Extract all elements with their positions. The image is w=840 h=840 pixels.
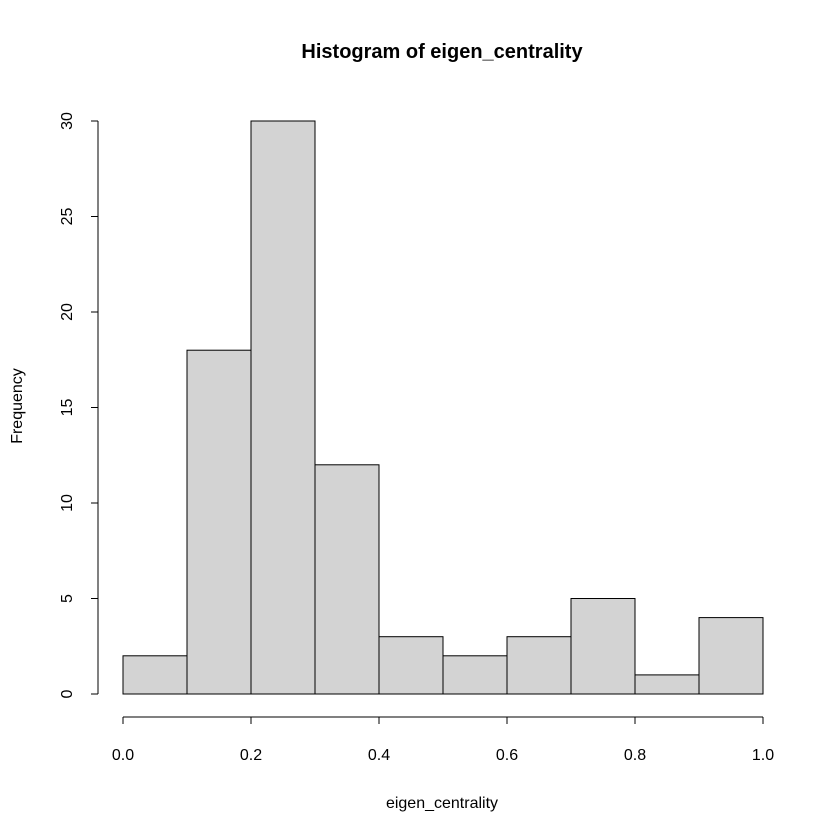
y-tick-label: 30 [59, 112, 76, 130]
x-tick-label: 0.8 [624, 747, 646, 764]
y-axis-label: Frequency [9, 368, 26, 444]
y-tick-label: 10 [59, 494, 76, 512]
histogram-bar-5 [442, 655, 508, 695]
x-tick-label: 1.0 [752, 747, 774, 764]
y-tick-label: 0 [59, 689, 76, 698]
histogram-bar-1 [186, 349, 252, 695]
bars-group [122, 120, 764, 695]
y-tick-label: 15 [59, 399, 76, 417]
histogram-bar-6 [506, 636, 572, 695]
histogram-bar-8 [634, 674, 700, 695]
x-axis-label: eigen_centrality [386, 795, 498, 812]
histogram-bar-0 [122, 655, 188, 695]
histogram-bar-3 [314, 464, 380, 695]
histogram-bar-9 [698, 617, 764, 695]
y-axis: 0 5 10 15 20 25 30 [59, 112, 99, 698]
chart-title: Histogram of eigen_centrality [301, 41, 583, 63]
x-tick-label: 0.6 [496, 747, 518, 764]
histogram-bar-4 [378, 636, 444, 695]
x-tick-label: 0.2 [240, 747, 262, 764]
histogram-bar-2 [250, 120, 316, 695]
y-tick-label: 25 [59, 208, 76, 226]
x-tick-label: 0.4 [368, 747, 390, 764]
x-tick-label: 0.0 [112, 747, 134, 764]
y-tick-label: 5 [59, 594, 76, 603]
y-tick-label: 20 [59, 303, 76, 321]
histogram-bar-7 [570, 598, 636, 695]
x-axis: 0.0 0.2 0.4 0.6 0.8 1.0 [112, 716, 774, 764]
